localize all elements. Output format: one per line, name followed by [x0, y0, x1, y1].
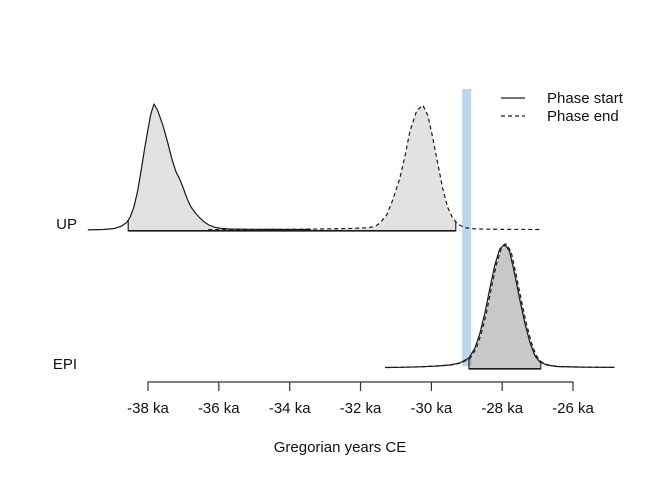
phase-end-curve [208, 104, 540, 231]
phase-row-epi [384, 243, 616, 370]
phase-row-up [87, 103, 540, 232]
x-axis-tick-label: -28 ka [481, 400, 523, 417]
x-axis-tick-label: -32 ka [340, 400, 382, 417]
legend-label-phase-start: Phase start [547, 90, 624, 107]
legend: Phase start Phase end [501, 90, 624, 125]
phase-start-density-fill [468, 244, 541, 368]
phase-end-density-fill [468, 244, 541, 368]
x-axis-tick-label: -38 ka [127, 400, 169, 417]
x-axis-tick-label: -26 ka [552, 400, 594, 417]
density-rows-layer [87, 103, 616, 370]
x-axis: -38 ka -36 ka -34 ka -32 ka -30 ka -28 ka -26 … [127, 381, 594, 417]
phase-end-density-fill [208, 105, 456, 230]
phase-start-density-fill [128, 104, 311, 230]
x-axis-tick-label: -36 ka [198, 400, 240, 417]
x-axis-tick-label: -34 ka [269, 400, 311, 417]
phase-end-curve [386, 243, 616, 369]
row-label-epi: EPI [53, 356, 77, 373]
phase-start-curve [87, 103, 311, 231]
legend-label-phase-end: Phase end [547, 108, 619, 125]
x-axis-title: Gregorian years CE [274, 439, 407, 456]
row-label-up: UP [56, 216, 77, 233]
x-axis-tick-label: -30 ka [411, 400, 453, 417]
